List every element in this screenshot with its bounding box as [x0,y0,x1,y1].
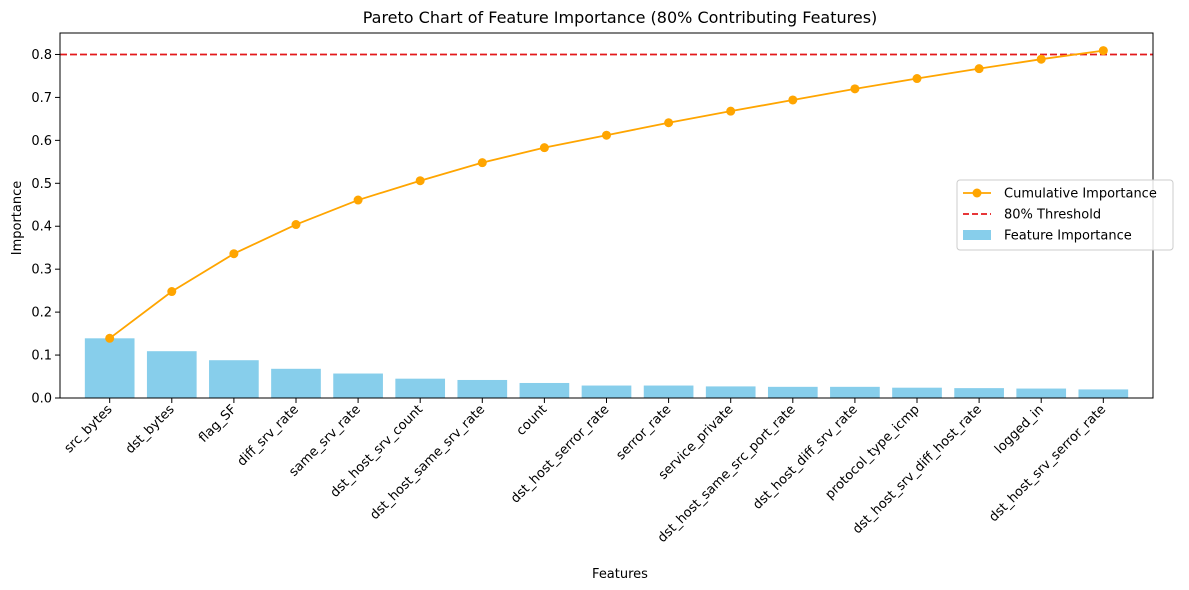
x-tick-label: dst_host_diff_srv_rate [750,402,860,512]
cumulative-point-service_private [726,106,736,116]
bar-flag_SF [209,360,259,398]
cumulative-point-dst_host_same_src_port_rate [788,95,798,105]
y-tick-label: 0.7 [31,91,52,106]
y-tick-label: 0.1 [31,349,52,364]
x-axis-label: Features [592,567,648,582]
cumulative-point-dst_host_diff_srv_rate [850,84,860,94]
x-tick-label: logged_in [992,402,1047,457]
x-tick-label: dst_host_srv_serror_rate [986,402,1109,525]
x-tick-label: dst_host_srv_diff_host_rate [850,402,985,537]
bar-dst_host_srv_diff_host_rate [954,388,1004,398]
x-tick-label: dst_host_same_srv_rate [367,402,488,523]
x-axis-ticks: src_bytes dst_bytes flag_SFdiff_srv_ratesa… [62,398,1109,546]
bar-dst_bytes [146,351,197,398]
x-tick-label: count [514,402,551,439]
bar-serror_rate [643,385,694,398]
bars-layer [84,338,1129,398]
bar-protocol_type_icmp [892,387,942,398]
y-tick-label: 0.8 [31,48,52,63]
y-tick-label: 0.2 [31,306,52,321]
legend-label: 80% Threshold [1004,208,1101,223]
cumulative-point-logged_in [1036,54,1046,64]
bar-dst_host_srv_count [395,378,446,398]
legend-swatch-bars [963,230,991,240]
cumulative-point-count [539,143,549,153]
cumulative-point-dst_host_srv_serror_rate [1098,46,1108,56]
cumulative-point-src_bytes [105,333,115,343]
cumulative-point-dst_host_srv_diff_host_rate [974,64,984,74]
cumulative-point-dst_host_serror_rate [602,130,611,140]
cumulative-point-dst_bytes [167,287,177,297]
y-tick-label: 0.3 [31,263,52,278]
y-tick-label: 0.0 [31,392,52,407]
cumulative-point-serror_rate [664,118,674,128]
cumulative-point-protocol_type_icmp [912,74,922,84]
bar-same_srv_rate [333,373,383,398]
legend-marker-cumulative [972,188,982,198]
legend-label: Cumulative Importance [1004,187,1157,202]
bar-service_private [705,386,756,398]
cumulative-line-layer [105,46,1108,343]
y-axis-ticks: 0.0 0.1 0.2 0.3 0.4 0.5 0.6 0.7 0.8 [31,48,60,407]
cumulative-point-flag_SF [229,249,239,259]
cumulative-point-dst_host_srv_count [415,176,425,186]
y-tick-label: 0.4 [31,220,52,235]
bar-src_bytes [84,338,135,398]
bar-dst_host_same_srv_rate [457,379,508,398]
legend: Cumulative Importance 80% Threshold Featur… [956,179,1174,251]
bar-count [519,382,570,398]
x-tick-label: diff_srv_rate [235,402,302,469]
x-tick-label: serror_rate [614,402,675,463]
x-tick-label: flag_SF [196,402,240,446]
bar-dst_host_serror_rate [581,385,632,398]
cumulative-line [109,49,1104,340]
y-axis-label: Importance [10,181,25,256]
y-tick-label: 0.5 [31,177,52,192]
cumulative-point-same_srv_rate [353,195,363,205]
x-tick-label: src_bytes [62,402,116,456]
chart-title: Pareto Chart of Feature Importance (80% … [363,8,878,27]
bar-dst_host_diff_srv_rate [830,386,880,398]
legend-box [956,179,1174,251]
legend-label: Feature Importance [1004,229,1132,244]
bar-diff_srv_rate [271,368,321,398]
y-tick-label: 0.6 [31,134,52,149]
x-tick-label: dst_bytes [123,402,178,457]
bar-dst_host_same_src_port_rate [767,386,818,398]
cumulative-point-dst_host_same_srv_rate [477,158,487,168]
bar-dst_host_srv_serror_rate [1078,389,1129,398]
cumulative-point-diff_srv_rate [291,220,301,230]
bar-logged_in [1016,388,1067,398]
